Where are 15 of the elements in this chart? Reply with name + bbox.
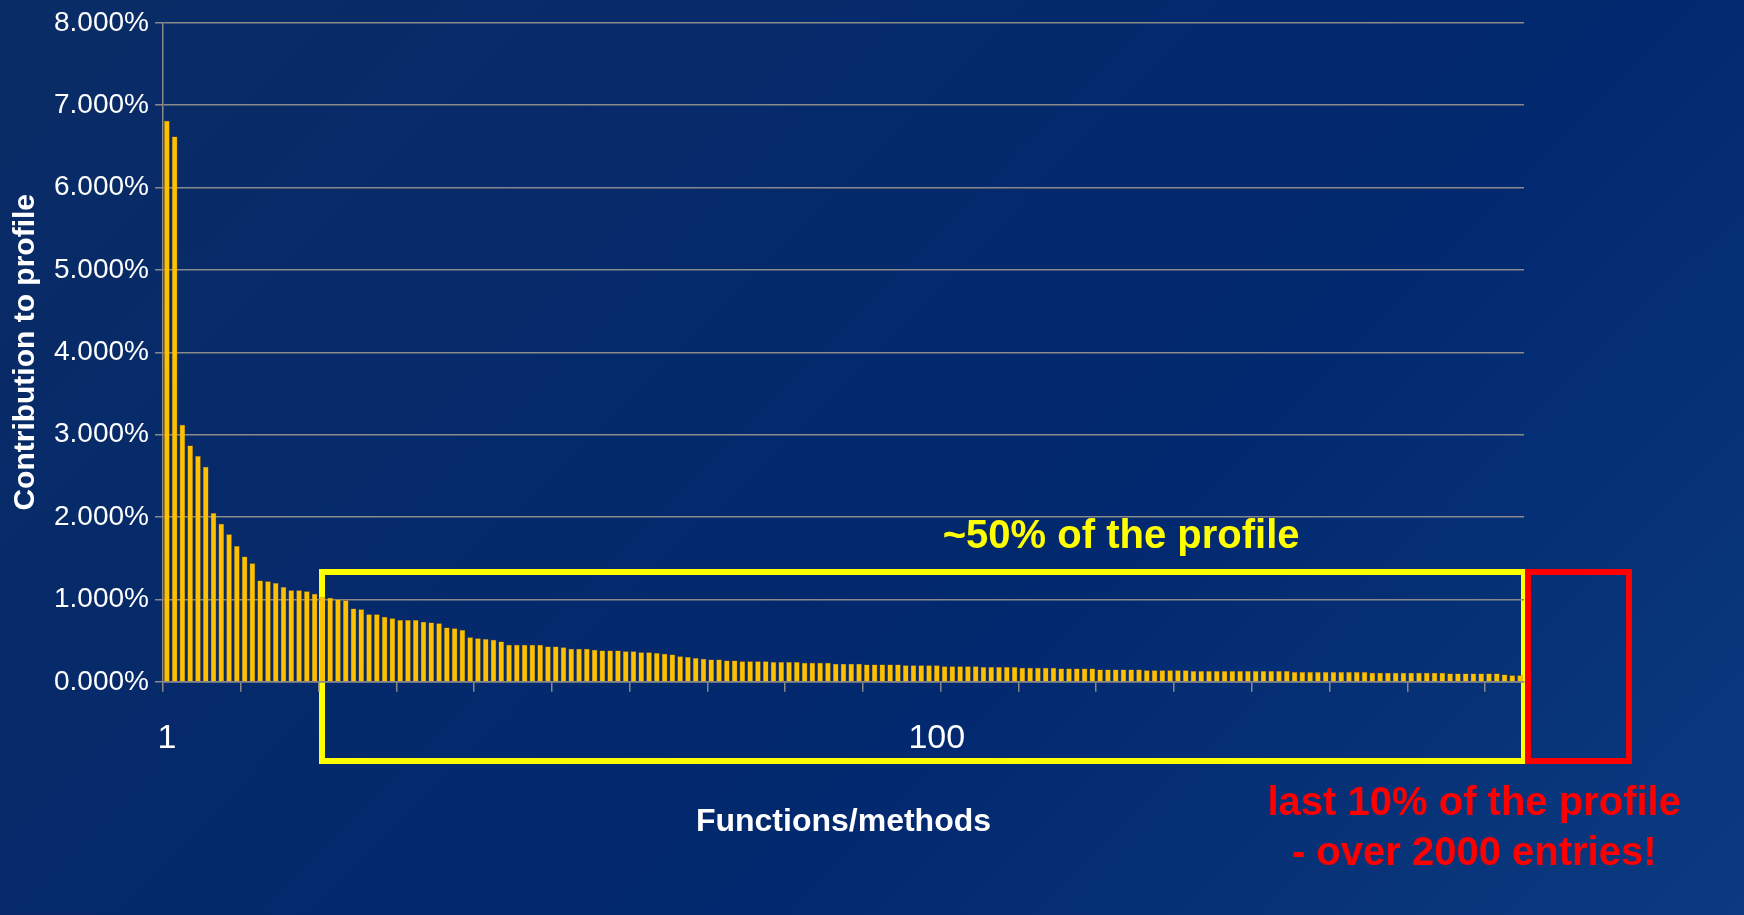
annotation: ~50% of the profile [942, 511, 1300, 559]
y-tick-label: 0.000% [54, 664, 149, 696]
y-tick-label: 7.000% [54, 87, 149, 119]
y-tick-label: 3.000% [54, 417, 149, 449]
y-tick-label: 8.000% [54, 5, 149, 37]
x-tick-label: 100 [908, 716, 966, 755]
x-axis-title: Functions/methods [695, 801, 992, 838]
y-tick-label: 4.000% [54, 335, 149, 367]
y-axis-title: Contribution to profile [7, 194, 41, 511]
y-tick-label: 1.000% [54, 582, 149, 614]
x-tick-label: 1 [157, 716, 177, 755]
y-tick-label: 6.000% [54, 170, 149, 202]
text: last 10% of the profile - over 2000 entries! [1267, 777, 1681, 875]
y-tick-label: 5.000% [54, 252, 149, 284]
y-tick-label: 2.000% [54, 499, 149, 531]
